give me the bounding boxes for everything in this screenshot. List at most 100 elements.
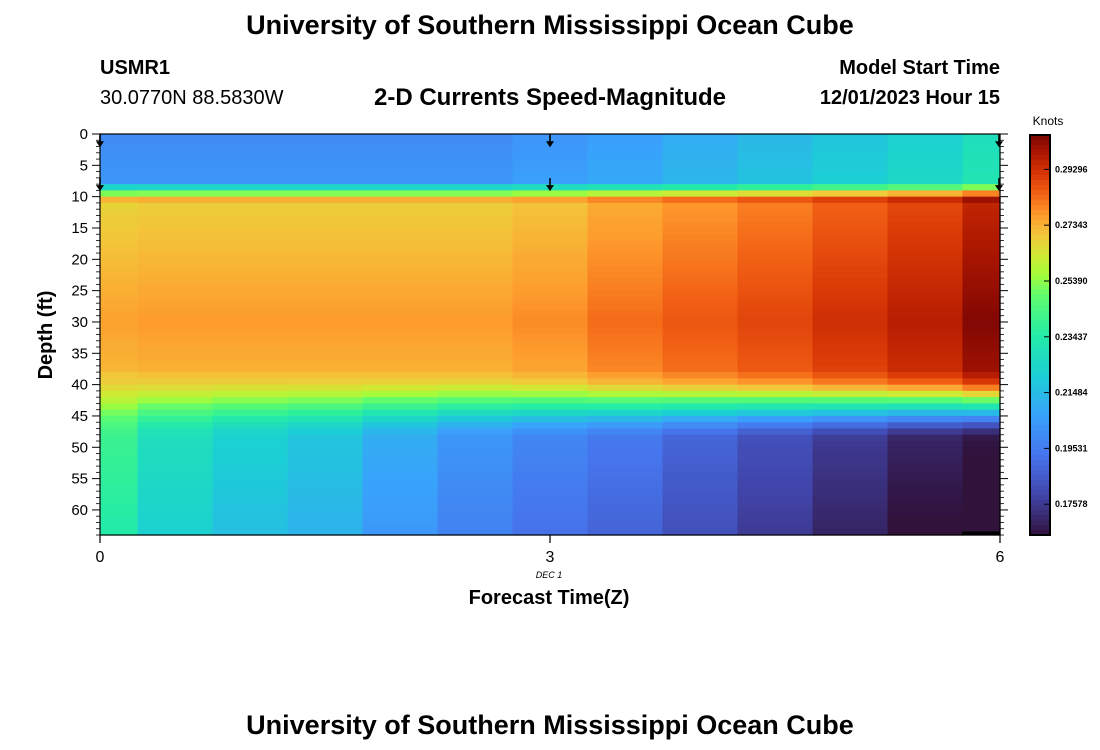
- heatmap-cell: [100, 528, 139, 536]
- heatmap-cell: [287, 134, 364, 141]
- heatmap-cell: [587, 315, 664, 323]
- heatmap-cell: [737, 428, 814, 436]
- heatmap-cell: [962, 146, 1001, 154]
- colorbar-segment: [1030, 435, 1050, 441]
- heatmap-cell: [887, 146, 964, 154]
- heatmap-cell: [437, 146, 514, 154]
- heatmap-cell: [887, 497, 964, 505]
- heatmap-cell: [812, 503, 889, 511]
- heatmap-cell: [587, 303, 664, 311]
- heatmap-cell: [587, 215, 664, 223]
- colorbar-tick-label: 0.25390: [1055, 276, 1088, 286]
- colorbar-segment: [1030, 255, 1050, 261]
- heatmap-cell: [100, 321, 139, 329]
- heatmap-cell: [887, 491, 964, 499]
- heatmap-cell: [587, 340, 664, 348]
- heatmap-cell: [362, 528, 439, 536]
- heatmap-cell: [812, 215, 889, 223]
- heatmap-cell: [662, 240, 739, 248]
- heatmap-cell: [962, 321, 1001, 329]
- colorbar-segment: [1030, 480, 1050, 486]
- heatmap-cell: [287, 453, 364, 461]
- heatmap-cell: [212, 340, 289, 348]
- colorbar-tick-label: 0.21484: [1055, 388, 1088, 398]
- heatmap-cell: [662, 221, 739, 229]
- heatmap-cell: [437, 378, 514, 386]
- heatmap-cell: [137, 384, 214, 392]
- vector-arrowhead: [995, 185, 1003, 192]
- heatmap-cell: [887, 259, 964, 267]
- heatmap-cell: [137, 165, 214, 173]
- heatmap-cell: [362, 365, 439, 373]
- colorbar-segment: [1030, 330, 1050, 336]
- heatmap-cell: [437, 434, 514, 442]
- heatmap-cell: [287, 472, 364, 480]
- heatmap-cell: [887, 522, 964, 530]
- heatmap-cell: [100, 397, 139, 405]
- heatmap-cell: [962, 459, 1001, 467]
- heatmap-cell: [212, 152, 289, 160]
- heatmap-cell: [887, 196, 964, 204]
- heatmap-cell: [812, 296, 889, 304]
- heatmap-cell: [737, 303, 814, 311]
- heatmap-cell: [100, 365, 139, 373]
- heatmap-cell: [362, 196, 439, 204]
- heatmap-cell: [362, 171, 439, 179]
- heatmap-cell: [962, 365, 1001, 373]
- heatmap-cell: [662, 152, 739, 160]
- heatmap-cell: [512, 509, 589, 517]
- current-vectors: [96, 134, 1003, 192]
- heatmap-cell: [812, 146, 889, 154]
- heatmap-cell: [100, 303, 139, 311]
- heatmap-cell: [100, 152, 139, 160]
- heatmap-cell: [587, 509, 664, 517]
- heatmap-cell: [437, 441, 514, 448]
- heatmap-cell: [587, 491, 664, 499]
- heatmap-cell: [587, 403, 664, 411]
- colorbar-segment: [1030, 185, 1050, 191]
- heatmap-cell: [362, 459, 439, 467]
- heatmap-cell: [887, 509, 964, 517]
- heatmap-cell: [812, 353, 889, 361]
- heatmap-cell: [962, 509, 1001, 517]
- heatmap-cell: [437, 202, 514, 210]
- y-tick-label: 20: [71, 251, 88, 268]
- heatmap-cell: [287, 503, 364, 511]
- heatmap-cell: [887, 453, 964, 461]
- heatmap-cell: [137, 190, 214, 198]
- heatmap-cell: [362, 278, 439, 285]
- heatmap-cell: [587, 196, 664, 204]
- heatmap-cell: [887, 240, 964, 248]
- heatmap-cell: [362, 190, 439, 198]
- colorbar-segment: [1030, 500, 1050, 506]
- heatmap-cell: [512, 196, 589, 204]
- heatmap-cell: [287, 378, 364, 386]
- heatmap-cell: [212, 453, 289, 461]
- heatmap-cell: [437, 334, 514, 342]
- heatmap-cell: [662, 134, 739, 141]
- heatmap-cell: [100, 134, 139, 141]
- heatmap-cell: [737, 221, 814, 229]
- heatmap-cell: [212, 434, 289, 442]
- heatmap-cell: [587, 484, 664, 492]
- heatmap-cell: [587, 472, 664, 480]
- heatmap-cell: [587, 209, 664, 217]
- heatmap-cell: [100, 171, 139, 179]
- heatmap-cell: [212, 397, 289, 405]
- heatmap-cell: [887, 528, 964, 536]
- heatmap-cell: [437, 422, 514, 430]
- colorbar-segment: [1030, 225, 1050, 231]
- heatmap-cell: [287, 415, 364, 423]
- colorbar-segment: [1030, 310, 1050, 316]
- heatmap-cell: [212, 365, 289, 373]
- heatmap-cell: [962, 227, 1001, 235]
- heatmap-cell: [587, 359, 664, 367]
- colorbar-tick-label: 0.23437: [1055, 332, 1088, 342]
- heatmap-cell: [812, 453, 889, 461]
- heatmap-cell: [512, 209, 589, 217]
- heatmap-cell: [887, 246, 964, 254]
- heatmap-cell: [437, 372, 514, 379]
- heatmap-cell: [100, 347, 139, 354]
- heatmap-cell: [662, 177, 739, 185]
- heatmap-cell: [962, 296, 1001, 304]
